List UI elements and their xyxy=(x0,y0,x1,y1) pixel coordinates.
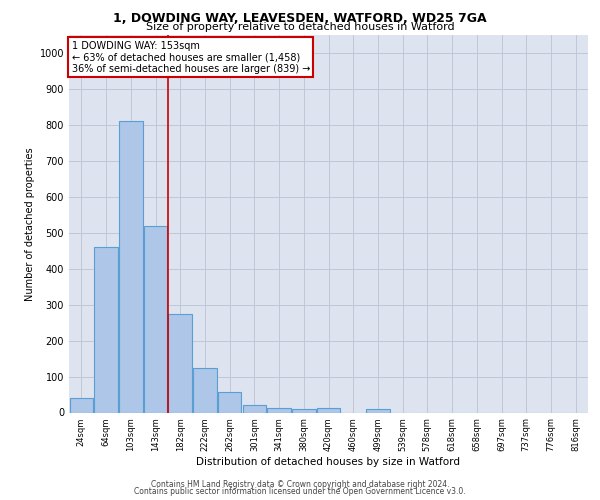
Bar xyxy=(70,398,93,412)
Text: Contains public sector information licensed under the Open Government Licence v3: Contains public sector information licen… xyxy=(134,487,466,496)
Bar xyxy=(317,408,340,412)
Text: 1 DOWDING WAY: 153sqm
← 63% of detached houses are smaller (1,458)
36% of semi-d: 1 DOWDING WAY: 153sqm ← 63% of detached … xyxy=(71,40,310,74)
Bar xyxy=(292,409,316,412)
X-axis label: Distribution of detached houses by size in Watford: Distribution of detached houses by size … xyxy=(197,457,461,467)
Bar xyxy=(144,226,167,412)
Text: Contains HM Land Registry data © Crown copyright and database right 2024.: Contains HM Land Registry data © Crown c… xyxy=(151,480,449,489)
Bar xyxy=(242,404,266,412)
Bar xyxy=(169,314,192,412)
Text: Size of property relative to detached houses in Watford: Size of property relative to detached ho… xyxy=(146,22,454,32)
Bar xyxy=(119,122,143,412)
Bar xyxy=(366,409,389,412)
Bar xyxy=(193,368,217,412)
Text: 1, DOWDING WAY, LEAVESDEN, WATFORD, WD25 7GA: 1, DOWDING WAY, LEAVESDEN, WATFORD, WD25… xyxy=(113,12,487,26)
Bar xyxy=(94,247,118,412)
Bar xyxy=(218,392,241,412)
Y-axis label: Number of detached properties: Number of detached properties xyxy=(25,147,35,300)
Bar xyxy=(268,408,291,412)
